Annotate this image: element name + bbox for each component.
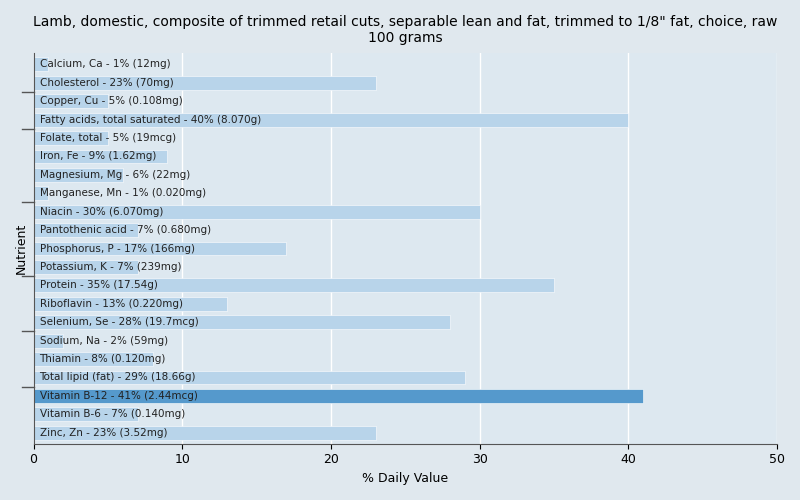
Text: Fatty acids, total saturated - 40% (8.070g): Fatty acids, total saturated - 40% (8.07…	[39, 114, 261, 124]
Bar	[34, 260, 138, 274]
Bar	[34, 223, 138, 237]
X-axis label: % Daily Value: % Daily Value	[362, 472, 448, 485]
Text: Manganese, Mn - 1% (0.020mg): Manganese, Mn - 1% (0.020mg)	[39, 188, 206, 198]
Bar	[34, 297, 227, 310]
Title: Lamb, domestic, composite of trimmed retail cuts, separable lean and fat, trimme: Lamb, domestic, composite of trimmed ret…	[33, 15, 778, 45]
Bar	[34, 168, 122, 182]
Bar	[34, 389, 643, 402]
Bar	[34, 94, 108, 108]
Bar	[34, 205, 480, 218]
Text: Iron, Fe - 9% (1.62mg): Iron, Fe - 9% (1.62mg)	[39, 152, 156, 162]
Text: Vitamin B-6 - 7% (0.140mg): Vitamin B-6 - 7% (0.140mg)	[39, 410, 185, 420]
Bar	[34, 242, 286, 256]
Text: Pantothenic acid - 7% (0.680mg): Pantothenic acid - 7% (0.680mg)	[39, 225, 210, 235]
Bar	[34, 131, 108, 145]
Bar	[34, 150, 167, 164]
Text: Zinc, Zn - 23% (3.52mg): Zinc, Zn - 23% (3.52mg)	[39, 428, 167, 438]
Bar	[34, 408, 138, 421]
Text: Phosphorus, P - 17% (166mg): Phosphorus, P - 17% (166mg)	[39, 244, 194, 254]
Y-axis label: Nutrient: Nutrient	[15, 223, 28, 274]
Bar	[34, 334, 63, 347]
Bar	[34, 278, 554, 292]
Text: Magnesium, Mg - 6% (22mg): Magnesium, Mg - 6% (22mg)	[39, 170, 190, 180]
Bar	[34, 370, 465, 384]
Text: Vitamin B-12 - 41% (2.44mcg): Vitamin B-12 - 41% (2.44mcg)	[39, 391, 198, 401]
Bar	[34, 316, 450, 329]
Text: Sodium, Na - 2% (59mg): Sodium, Na - 2% (59mg)	[39, 336, 168, 345]
Bar	[34, 76, 375, 90]
Text: Selenium, Se - 28% (19.7mcg): Selenium, Se - 28% (19.7mcg)	[39, 317, 198, 327]
Bar	[34, 58, 49, 71]
Text: Protein - 35% (17.54g): Protein - 35% (17.54g)	[39, 280, 158, 290]
Text: Cholesterol - 23% (70mg): Cholesterol - 23% (70mg)	[39, 78, 174, 88]
Text: Riboflavin - 13% (0.220mg): Riboflavin - 13% (0.220mg)	[39, 299, 182, 309]
Bar	[34, 186, 49, 200]
Bar	[34, 112, 628, 126]
Text: Potassium, K - 7% (239mg): Potassium, K - 7% (239mg)	[39, 262, 181, 272]
Text: Thiamin - 8% (0.120mg): Thiamin - 8% (0.120mg)	[39, 354, 166, 364]
Text: Calcium, Ca - 1% (12mg): Calcium, Ca - 1% (12mg)	[39, 60, 170, 70]
Bar	[34, 426, 375, 440]
Bar	[34, 352, 153, 366]
Text: Niacin - 30% (6.070mg): Niacin - 30% (6.070mg)	[39, 206, 163, 216]
Text: Total lipid (fat) - 29% (18.66g): Total lipid (fat) - 29% (18.66g)	[39, 372, 196, 382]
Text: Folate, total - 5% (19mcg): Folate, total - 5% (19mcg)	[39, 133, 176, 143]
Text: Copper, Cu - 5% (0.108mg): Copper, Cu - 5% (0.108mg)	[39, 96, 182, 106]
